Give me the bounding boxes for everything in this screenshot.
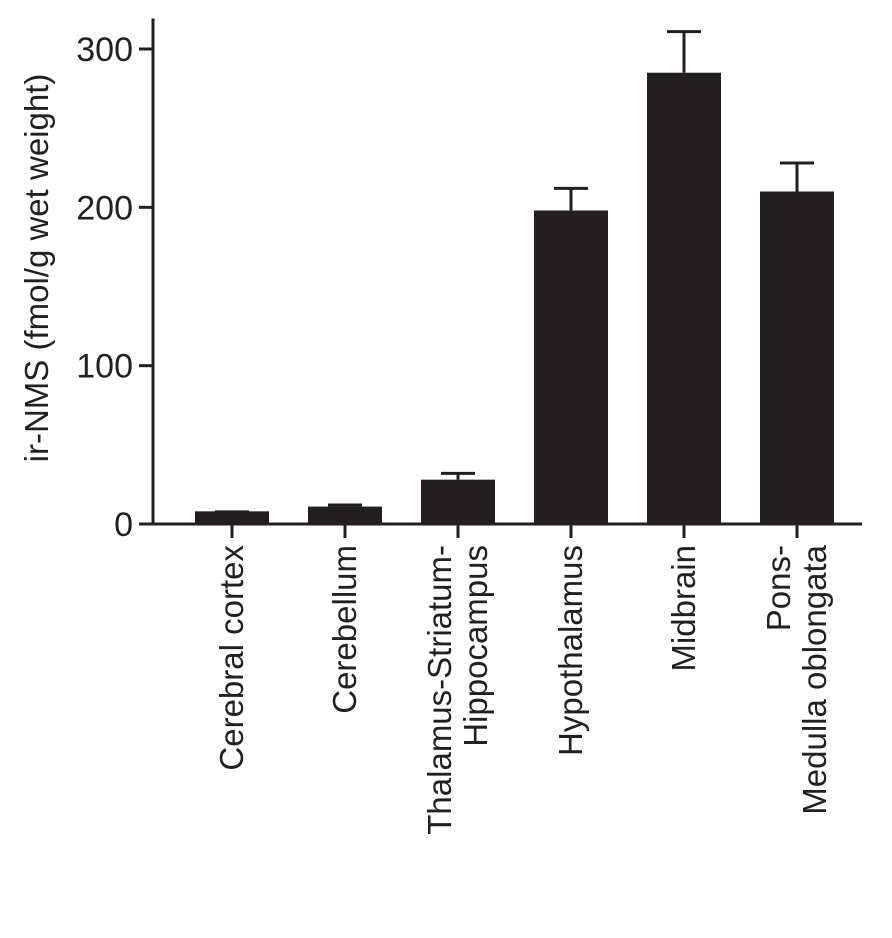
x-tick-label: Cerebral cortex <box>213 545 250 771</box>
x-tick-label-line: Hypothalamus <box>552 545 589 756</box>
bar <box>421 479 495 524</box>
bars-layer <box>195 30 834 524</box>
y-axis-title: ir-NMS (fmol/g wet weight) <box>18 74 55 463</box>
x-tick-label-line: Medulla oblongata <box>796 544 833 814</box>
x-tick-label-line: Thalamus-Striatum- <box>421 545 458 835</box>
x-tick-label: Midbrain <box>665 545 702 672</box>
bar <box>308 506 382 524</box>
y-tick-label: 100 <box>76 348 133 386</box>
x-tick-label-line: Cerebellum <box>326 545 363 714</box>
axes-layer <box>139 18 862 538</box>
x-tick-label: Thalamus-Striatum- Hippocampus <box>421 545 494 835</box>
labels-layer: 0 100 200 300 Cerebral cortex Cerebellum Thala… <box>76 31 833 835</box>
x-tick-label: Hypothalamus <box>552 545 589 756</box>
x-tick-label: Pons- Medulla oblongata <box>760 544 833 814</box>
y-tick-label: 300 <box>76 31 133 69</box>
bar <box>534 210 608 524</box>
bar <box>195 511 269 524</box>
x-tick-label-line: Pons- <box>760 545 797 631</box>
x-tick-label-line: Cerebral cortex <box>213 545 250 771</box>
x-tick-label-line: Hippocampus <box>457 545 494 747</box>
y-tick-label: 0 <box>114 506 133 544</box>
bar <box>647 72 721 524</box>
bar <box>760 191 834 524</box>
y-tick-label: 200 <box>76 189 133 227</box>
x-tick-label: Cerebellum <box>326 545 363 714</box>
x-tick-label-line: Midbrain <box>665 545 702 672</box>
